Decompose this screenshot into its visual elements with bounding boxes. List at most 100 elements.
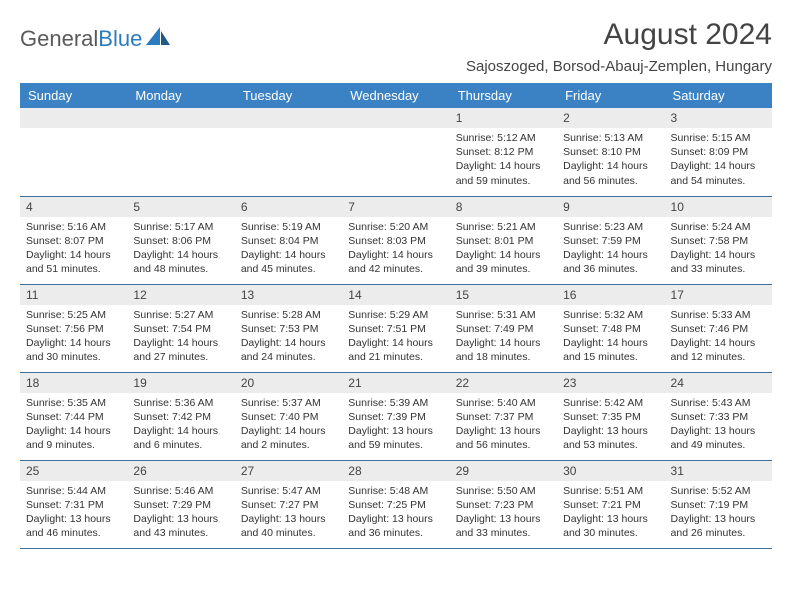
- calendar-day: 30Sunrise: 5:51 AMSunset: 7:21 PMDayligh…: [557, 460, 664, 548]
- calendar-day: 29Sunrise: 5:50 AMSunset: 7:23 PMDayligh…: [450, 460, 557, 548]
- day-number: 14: [342, 285, 449, 305]
- sunset: Sunset: 7:33 PM: [671, 410, 766, 424]
- day-number: [342, 108, 449, 128]
- day-body: Sunrise: 5:27 AMSunset: 7:54 PMDaylight:…: [127, 305, 234, 370]
- day-number: 18: [20, 373, 127, 393]
- day-body: Sunrise: 5:33 AMSunset: 7:46 PMDaylight:…: [665, 305, 772, 370]
- day-body: Sunrise: 5:39 AMSunset: 7:39 PMDaylight:…: [342, 393, 449, 458]
- daylight: Daylight: 14 hours and 54 minutes.: [671, 159, 766, 187]
- day-header: Wednesday: [342, 83, 449, 108]
- day-header: Thursday: [450, 83, 557, 108]
- sunset: Sunset: 8:07 PM: [26, 234, 121, 248]
- calendar-day: 2Sunrise: 5:13 AMSunset: 8:10 PMDaylight…: [557, 108, 664, 196]
- calendar-day: 20Sunrise: 5:37 AMSunset: 7:40 PMDayligh…: [235, 372, 342, 460]
- day-body: Sunrise: 5:21 AMSunset: 8:01 PMDaylight:…: [450, 217, 557, 282]
- sunrise: Sunrise: 5:12 AM: [456, 131, 551, 145]
- day-body: [342, 128, 449, 178]
- day-body: Sunrise: 5:44 AMSunset: 7:31 PMDaylight:…: [20, 481, 127, 546]
- day-body: Sunrise: 5:37 AMSunset: 7:40 PMDaylight:…: [235, 393, 342, 458]
- sunrise: Sunrise: 5:20 AM: [348, 220, 443, 234]
- calendar-table: SundayMondayTuesdayWednesdayThursdayFrid…: [20, 83, 772, 549]
- calendar-day: 21Sunrise: 5:39 AMSunset: 7:39 PMDayligh…: [342, 372, 449, 460]
- calendar-day: 18Sunrise: 5:35 AMSunset: 7:44 PMDayligh…: [20, 372, 127, 460]
- day-number: [127, 108, 234, 128]
- daylight: Daylight: 14 hours and 45 minutes.: [241, 248, 336, 276]
- day-body: Sunrise: 5:29 AMSunset: 7:51 PMDaylight:…: [342, 305, 449, 370]
- day-body: Sunrise: 5:35 AMSunset: 7:44 PMDaylight:…: [20, 393, 127, 458]
- sunset: Sunset: 7:46 PM: [671, 322, 766, 336]
- day-number: 21: [342, 373, 449, 393]
- daylight: Daylight: 13 hours and 33 minutes.: [456, 512, 551, 540]
- day-number: 26: [127, 461, 234, 481]
- calendar-day: 10Sunrise: 5:24 AMSunset: 7:58 PMDayligh…: [665, 196, 772, 284]
- sunset: Sunset: 7:23 PM: [456, 498, 551, 512]
- day-body: Sunrise: 5:48 AMSunset: 7:25 PMDaylight:…: [342, 481, 449, 546]
- daylight: Daylight: 14 hours and 15 minutes.: [563, 336, 658, 364]
- sunrise: Sunrise: 5:15 AM: [671, 131, 766, 145]
- sunset: Sunset: 7:44 PM: [26, 410, 121, 424]
- sunrise: Sunrise: 5:32 AM: [563, 308, 658, 322]
- sunset: Sunset: 7:56 PM: [26, 322, 121, 336]
- sunset: Sunset: 7:31 PM: [26, 498, 121, 512]
- day-header: Friday: [557, 83, 664, 108]
- day-body: Sunrise: 5:32 AMSunset: 7:48 PMDaylight:…: [557, 305, 664, 370]
- day-body: Sunrise: 5:13 AMSunset: 8:10 PMDaylight:…: [557, 128, 664, 193]
- day-header: Saturday: [665, 83, 772, 108]
- daylight: Daylight: 14 hours and 12 minutes.: [671, 336, 766, 364]
- sunrise: Sunrise: 5:36 AM: [133, 396, 228, 410]
- daylight: Daylight: 13 hours and 49 minutes.: [671, 424, 766, 452]
- sunset: Sunset: 8:10 PM: [563, 145, 658, 159]
- calendar-day: [342, 108, 449, 196]
- daylight: Daylight: 14 hours and 42 minutes.: [348, 248, 443, 276]
- logo-word2: Blue: [98, 26, 142, 51]
- day-number: 23: [557, 373, 664, 393]
- sunrise: Sunrise: 5:19 AM: [241, 220, 336, 234]
- calendar-day: 22Sunrise: 5:40 AMSunset: 7:37 PMDayligh…: [450, 372, 557, 460]
- calendar-day: 25Sunrise: 5:44 AMSunset: 7:31 PMDayligh…: [20, 460, 127, 548]
- day-number: 16: [557, 285, 664, 305]
- sunrise: Sunrise: 5:25 AM: [26, 308, 121, 322]
- day-body: Sunrise: 5:24 AMSunset: 7:58 PMDaylight:…: [665, 217, 772, 282]
- calendar-week: 4Sunrise: 5:16 AMSunset: 8:07 PMDaylight…: [20, 196, 772, 284]
- day-number: 7: [342, 197, 449, 217]
- logo-word1: General: [20, 26, 98, 51]
- day-number: [235, 108, 342, 128]
- sunrise: Sunrise: 5:46 AM: [133, 484, 228, 498]
- sunset: Sunset: 7:27 PM: [241, 498, 336, 512]
- logo-text: GeneralBlue: [20, 26, 142, 52]
- day-header-row: SundayMondayTuesdayWednesdayThursdayFrid…: [20, 83, 772, 108]
- day-body: Sunrise: 5:52 AMSunset: 7:19 PMDaylight:…: [665, 481, 772, 546]
- daylight: Daylight: 13 hours and 36 minutes.: [348, 512, 443, 540]
- sunset: Sunset: 7:40 PM: [241, 410, 336, 424]
- day-body: Sunrise: 5:42 AMSunset: 7:35 PMDaylight:…: [557, 393, 664, 458]
- sunrise: Sunrise: 5:52 AM: [671, 484, 766, 498]
- calendar-day: 26Sunrise: 5:46 AMSunset: 7:29 PMDayligh…: [127, 460, 234, 548]
- calendar-week: 1Sunrise: 5:12 AMSunset: 8:12 PMDaylight…: [20, 108, 772, 196]
- calendar-day: [127, 108, 234, 196]
- day-number: 27: [235, 461, 342, 481]
- day-body: Sunrise: 5:25 AMSunset: 7:56 PMDaylight:…: [20, 305, 127, 370]
- day-number: 24: [665, 373, 772, 393]
- daylight: Daylight: 14 hours and 56 minutes.: [563, 159, 658, 187]
- sunset: Sunset: 7:58 PM: [671, 234, 766, 248]
- day-number: 20: [235, 373, 342, 393]
- calendar-day: [235, 108, 342, 196]
- calendar-day: 12Sunrise: 5:27 AMSunset: 7:54 PMDayligh…: [127, 284, 234, 372]
- day-body: Sunrise: 5:40 AMSunset: 7:37 PMDaylight:…: [450, 393, 557, 458]
- calendar-week: 11Sunrise: 5:25 AMSunset: 7:56 PMDayligh…: [20, 284, 772, 372]
- daylight: Daylight: 13 hours and 30 minutes.: [563, 512, 658, 540]
- sunset: Sunset: 7:35 PM: [563, 410, 658, 424]
- day-number: 19: [127, 373, 234, 393]
- sunset: Sunset: 8:04 PM: [241, 234, 336, 248]
- day-body: Sunrise: 5:16 AMSunset: 8:07 PMDaylight:…: [20, 217, 127, 282]
- day-number: 17: [665, 285, 772, 305]
- sunrise: Sunrise: 5:39 AM: [348, 396, 443, 410]
- daylight: Daylight: 14 hours and 24 minutes.: [241, 336, 336, 364]
- day-number: [20, 108, 127, 128]
- sunset: Sunset: 7:49 PM: [456, 322, 551, 336]
- calendar-day: 19Sunrise: 5:36 AMSunset: 7:42 PMDayligh…: [127, 372, 234, 460]
- month-title: August 2024: [466, 18, 772, 52]
- day-body: Sunrise: 5:51 AMSunset: 7:21 PMDaylight:…: [557, 481, 664, 546]
- sunrise: Sunrise: 5:37 AM: [241, 396, 336, 410]
- sunset: Sunset: 7:59 PM: [563, 234, 658, 248]
